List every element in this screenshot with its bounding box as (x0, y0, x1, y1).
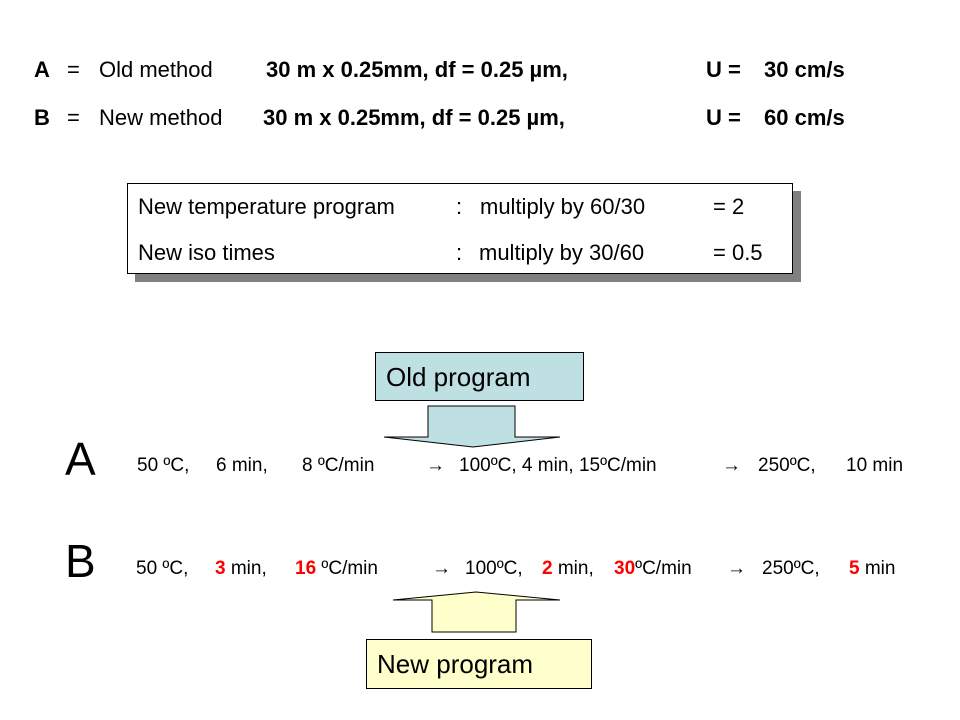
program-b-hold2-unit: min, (552, 558, 594, 579)
method-b-letter: B (34, 105, 50, 130)
program-b-start-temp: 50 ºC, (136, 558, 189, 579)
program-b-mid-temp: 100ºC, (465, 558, 523, 579)
info-row-1-label: New temperature program (138, 194, 395, 219)
program-b-hold2-value: 2 (542, 558, 553, 579)
old-program-label: Old program (386, 362, 531, 392)
program-a-rate1: 8 ºC/min (302, 455, 375, 476)
program-a-start-temp: 50 ºC, (137, 455, 190, 476)
program-b-hold1-unit: min, (225, 558, 267, 579)
program-b-arrow2: → (727, 558, 746, 579)
program-b-hold2: 2 min, (542, 558, 594, 580)
info-row-1-result: = 2 (713, 194, 745, 219)
method-b-equals: = (67, 105, 80, 130)
info-row-2-label: New iso times (138, 240, 275, 265)
down-arrow-icon (383, 405, 561, 448)
program-b-hold3-unit: min (859, 558, 896, 579)
program-b-rate1: 16 ºC/min (295, 558, 378, 580)
program-a-arrow1: → (426, 455, 445, 476)
info-row-2-sep: : (456, 240, 463, 265)
method-a-velocity-value: 30 cm/s (764, 57, 845, 82)
program-b-letter: B (65, 535, 96, 587)
method-b-velocity-label: U = (706, 105, 741, 130)
conversion-info-box: New temperature program : multiply by 60… (127, 183, 793, 274)
method-b-velocity-value: 60 cm/s (764, 105, 845, 130)
method-b-column: 30 m x 0.25mm, df = 0.25 µm, (263, 105, 565, 130)
method-a-column: 30 m x 0.25mm, df = 0.25 µm, (266, 57, 568, 82)
program-b-hold3-value: 5 (849, 558, 860, 579)
old-program-box: Old program (375, 352, 584, 401)
program-b-hold1: 3 min, (215, 558, 267, 580)
program-b-rate1-unit: ºC/min (316, 558, 378, 579)
new-program-box: New program (366, 639, 592, 689)
program-b-rate2: 30ºC/min (614, 558, 692, 580)
program-b-rate2-value: 30 (614, 558, 636, 579)
info-row-2-action: multiply by 30/60 (479, 240, 645, 265)
info-row-2-result: = 0.5 (713, 240, 763, 265)
method-a-velocity-label: U = (706, 57, 741, 82)
program-b-hold1-value: 3 (215, 558, 226, 579)
info-row-1-action: multiply by 60/30 (480, 194, 646, 219)
up-arrow-icon (392, 591, 561, 633)
program-b-arrow1: → (432, 558, 451, 579)
program-a-arrow2: → (722, 455, 741, 476)
method-a-letter: A (34, 57, 50, 82)
program-b-rate1-value: 16 (295, 558, 317, 579)
program-b-end-temp: 250ºC, (762, 558, 820, 579)
method-b-name: New method (99, 105, 223, 130)
program-b-rate2-unit: ºC/min (635, 558, 692, 579)
method-a-equals: = (67, 57, 80, 82)
program-a-step2: 100ºC, 4 min, 15ºC/min (459, 455, 657, 476)
info-row-1-sep: : (456, 194, 463, 219)
new-program-label: New program (377, 649, 534, 679)
program-a-hold1: 6 min, (216, 455, 268, 476)
method-a-name: Old method (99, 57, 213, 82)
program-a-end-temp: 250ºC, (758, 455, 816, 476)
program-b-hold3: 5 min (849, 558, 895, 580)
program-a-hold3: 10 min (846, 455, 904, 476)
program-a-letter: A (65, 433, 96, 485)
